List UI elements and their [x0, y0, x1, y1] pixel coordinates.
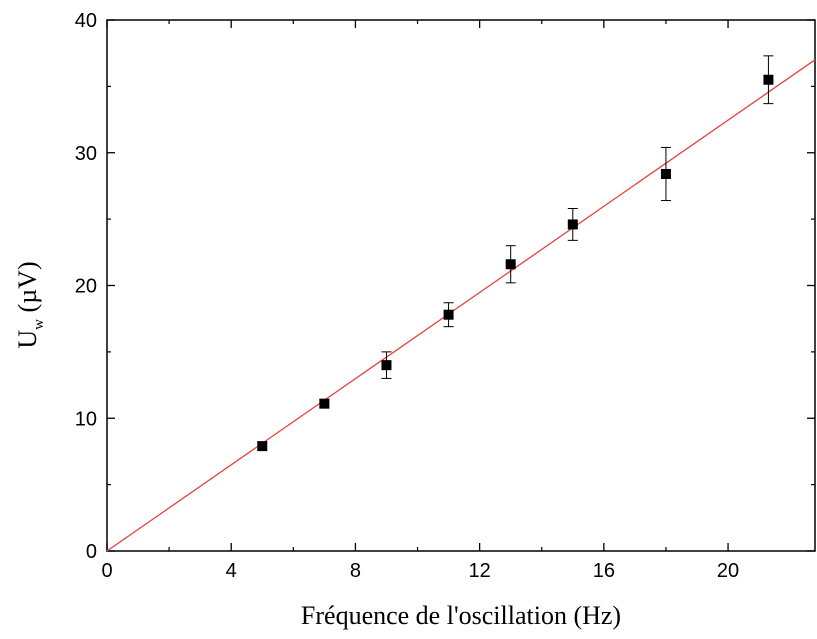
- data-point: [567, 219, 578, 230]
- y-axis-title-main: U: [13, 330, 42, 349]
- x-axis-title: Fréquence de l'oscillation (Hz): [301, 601, 621, 630]
- y-tick-label: 40: [75, 10, 97, 32]
- y-tick-label: 10: [75, 408, 97, 430]
- data-point: [257, 441, 268, 452]
- y-tick-labels: 0 10 20 30 40: [75, 10, 97, 563]
- data-point: [763, 74, 774, 85]
- x-tick-labels: 0 4 8 12 16 20: [101, 560, 739, 582]
- x-tick-label: 8: [350, 560, 361, 582]
- x-tick-label: 16: [593, 560, 615, 582]
- x-tick-label: 0: [101, 560, 112, 582]
- plot-frame: [106, 19, 816, 552]
- x-tick-label: 20: [717, 560, 739, 582]
- data-point: [319, 398, 330, 409]
- data-point: [505, 259, 516, 270]
- data-points-layer: [257, 55, 774, 452]
- fit-line-layer: [106, 59, 816, 552]
- y-tick-label: 0: [86, 541, 97, 563]
- plot-border: [106, 19, 816, 552]
- data-point: [443, 309, 454, 320]
- data-point: [381, 360, 392, 371]
- y-axis-title: Uw (µV): [13, 261, 47, 348]
- y-axis-title-unit: (µV): [13, 261, 42, 319]
- y-axis-title-subscript: w: [31, 319, 47, 330]
- fit-line: [106, 59, 816, 552]
- x-tick-label: 4: [226, 560, 237, 582]
- y-tick-label: 20: [75, 276, 97, 298]
- axis-ticks: [106, 19, 815, 552]
- x-tick-label: 12: [469, 560, 491, 582]
- data-point: [660, 168, 671, 179]
- y-tick-label: 30: [75, 143, 97, 165]
